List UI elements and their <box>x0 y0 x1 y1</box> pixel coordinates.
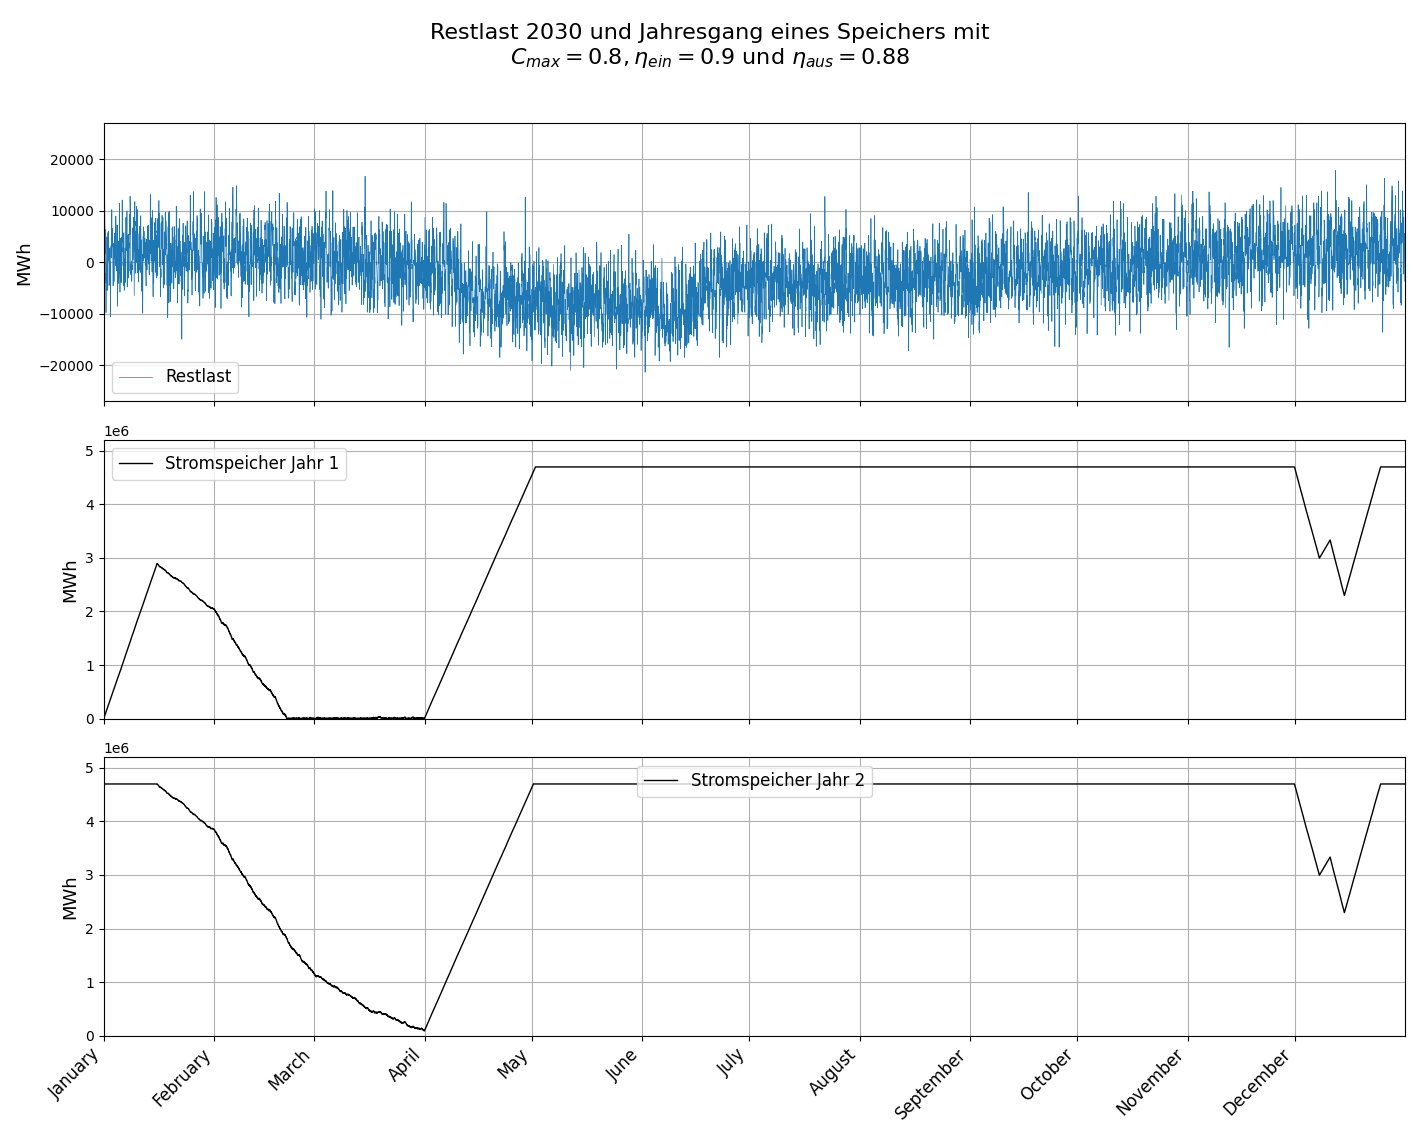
Text: Restlast 2030 und Jahresgang eines Speichers mit
$C_{max} = 0.8, \eta_{ein} = 0.: Restlast 2030 und Jahresgang eines Speic… <box>430 23 990 71</box>
Stromspeicher Jahr 1 <box>525 464 542 478</box>
Stromspeicher Jahr 2 <box>525 777 542 791</box>
Restlast <box>1328 164 1345 178</box>
Stromspeicher Jahr 2 <box>449 948 466 962</box>
Stromspeicher Jahr 1 <box>1396 460 1413 473</box>
Stromspeicher Jahr 2 <box>480 879 497 892</box>
Restlast <box>480 313 497 327</box>
Restlast <box>1396 232 1413 246</box>
Stromspeicher Jahr 1 <box>95 711 112 725</box>
Stromspeicher Jahr 1 <box>1352 530 1369 544</box>
Legend: Stromspeicher Jahr 2: Stromspeicher Jahr 2 <box>638 766 872 797</box>
Line: Stromspeicher Jahr 2: Stromspeicher Jahr 2 <box>104 784 1404 1031</box>
Stromspeicher Jahr 2 <box>466 910 483 924</box>
Restlast <box>373 251 391 265</box>
Stromspeicher Jahr 2 <box>416 1024 433 1038</box>
Restlast <box>95 228 112 241</box>
Y-axis label: MWh: MWh <box>61 874 80 918</box>
Legend: Restlast: Restlast <box>112 362 239 393</box>
Y-axis label: MWh: MWh <box>16 240 33 284</box>
Restlast <box>636 365 653 379</box>
Line: Stromspeicher Jahr 1: Stromspeicher Jahr 1 <box>104 467 1404 718</box>
Restlast <box>1352 281 1369 295</box>
Stromspeicher Jahr 2 <box>1352 847 1369 860</box>
Restlast <box>466 294 483 307</box>
Restlast <box>449 239 466 253</box>
Line: Restlast: Restlast <box>104 171 1404 372</box>
Stromspeicher Jahr 1 <box>373 711 391 725</box>
Stromspeicher Jahr 1 <box>480 566 497 579</box>
Stromspeicher Jahr 2 <box>95 777 112 791</box>
Legend: Stromspeicher Jahr 1: Stromspeicher Jahr 1 <box>112 448 346 480</box>
Stromspeicher Jahr 1 <box>527 460 544 473</box>
Y-axis label: MWh: MWh <box>61 556 80 602</box>
Stromspeicher Jahr 2 <box>373 1007 391 1021</box>
Stromspeicher Jahr 2 <box>1396 777 1413 791</box>
Stromspeicher Jahr 1 <box>466 599 483 612</box>
Stromspeicher Jahr 1 <box>449 636 466 650</box>
Restlast <box>525 305 542 319</box>
